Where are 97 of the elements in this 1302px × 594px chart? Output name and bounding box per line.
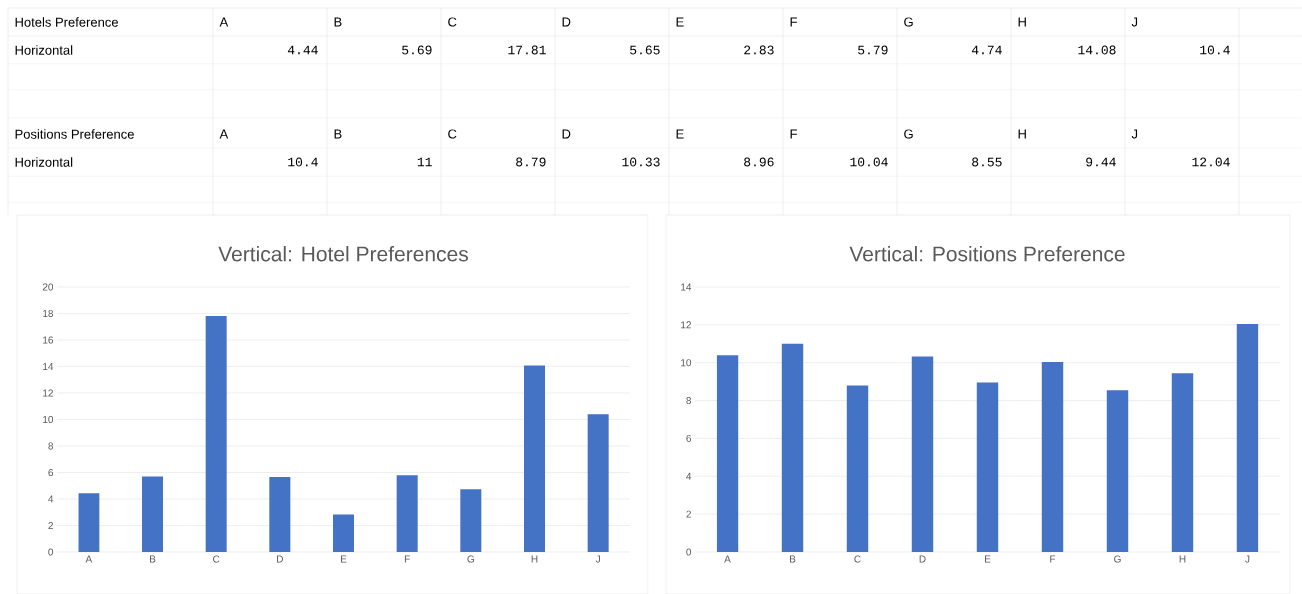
y-tick-label: 14 [43,363,54,370]
bar [781,343,804,552]
bar [1106,390,1129,552]
x-tick-label: B [789,555,796,563]
y-tick-label: 8 [686,397,692,405]
text: 8.55 [972,157,1002,167]
text: Hotels Preference [15,17,118,27]
x-tick-label: G [1114,555,1121,563]
bar [1171,373,1194,552]
y-tick-label: 6 [686,434,692,442]
text: 9.44 [1086,157,1116,167]
x-tick-label: A [724,555,731,563]
bar [587,414,609,552]
y-tick-label: 16 [43,336,54,344]
category-label: A [219,129,229,139]
x-tick-label: E [984,555,991,563]
x-tick-label: J [595,555,600,563]
chart-title: Vertical: Positions Preference [849,246,1125,262]
x-tick-label: C [854,555,861,563]
category-label: D [562,129,571,139]
x-tick-label: C [213,555,220,563]
bar [976,382,999,552]
category-label: J [1131,17,1138,27]
text: 4.74 [971,45,1002,55]
category-label: G [904,17,913,27]
bar [396,475,418,552]
x-tick-label: F [1050,555,1056,563]
y-tick-label: 6 [48,468,54,477]
text: 8.96 [744,157,774,167]
text: Positions Preference [15,129,134,139]
x-tick-label: D [277,555,283,563]
text: 10.4 [288,157,318,167]
bar [846,385,869,552]
text: 17.81 [508,45,546,55]
y-tick-label: 20 [42,283,54,291]
y-tick-label: 0 [686,548,692,556]
category-label: C [448,17,457,27]
category-label: B [334,129,342,139]
x-tick-label: E [340,555,347,563]
category-label: E [676,129,684,139]
y-tick-label: 2 [686,510,691,518]
bar [142,476,164,552]
text: 14.08 [1078,45,1116,55]
chart-title: Vertical: Hotel Preferences [218,246,468,262]
bar [269,477,291,552]
y-tick-label: 12 [681,321,691,329]
y-tick-label: 2 [48,522,53,529]
text: 5.65 [630,45,660,55]
bar [460,489,482,552]
text: 10.33 [622,157,660,167]
x-tick-label: H [531,555,538,563]
bar [205,316,227,552]
y-tick-label: 18 [43,309,54,318]
text: 5.79 [858,45,888,55]
text: 5.69 [402,45,432,55]
category-label: D [562,17,571,27]
y-tick-label: 4 [686,472,692,480]
category-label: H [1018,17,1026,27]
y-tick-label: 10 [681,359,692,367]
text: 11 [417,157,432,167]
y-tick-label: 4 [48,495,54,503]
x-tick-label: J [1245,555,1250,563]
text: 8.79 [516,157,546,167]
x-tick-label: F [404,555,410,563]
text: 2.83 [744,45,774,55]
y-tick-label: 0 [48,548,54,556]
category-label: F [790,129,797,139]
category-label: F [790,17,797,27]
x-tick-label: G [467,555,474,563]
y-tick-label: 12 [43,389,53,397]
x-tick-label: B [149,555,156,563]
bar [78,493,100,552]
category-label: E [676,17,684,27]
bar [333,514,355,552]
y-tick-label: 14 [681,283,692,291]
text: 12.04 [1192,157,1230,167]
text: Horizontal [15,157,73,167]
text: 4.44 [287,45,318,55]
x-tick-label: H [1179,555,1186,563]
bar [911,356,934,552]
text: 10.4 [1200,45,1230,55]
y-tick-label: 10 [43,415,54,424]
x-tick-label: A [85,555,93,563]
bar [524,365,546,552]
category-label: C [448,129,457,139]
category-label: H [1018,129,1026,139]
category-label: B [334,17,342,27]
bar [1041,361,1064,552]
bar [716,355,739,552]
y-tick-label: 8 [48,442,54,450]
category-label: G [904,129,913,139]
category-label: J [1131,129,1138,139]
text: Horizontal [15,45,73,55]
bar [1236,324,1259,552]
x-tick-label: D [919,555,926,563]
category-label: A [219,17,229,27]
text: 10.04 [850,157,888,167]
